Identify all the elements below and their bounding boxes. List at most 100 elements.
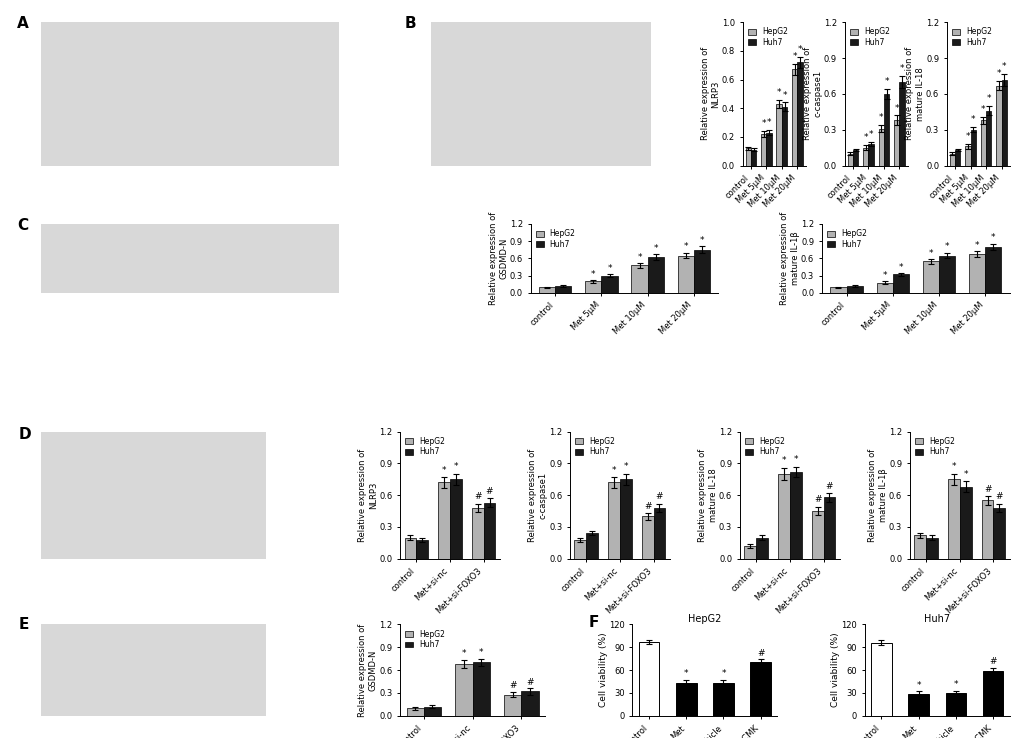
Text: *: * <box>899 64 904 73</box>
Bar <box>574 539 586 559</box>
Bar <box>750 663 770 716</box>
Text: *: * <box>878 113 882 122</box>
Bar <box>789 472 801 559</box>
Text: #: # <box>995 492 1002 501</box>
Text: *: * <box>441 466 446 475</box>
Bar <box>438 483 449 559</box>
Bar <box>607 483 620 559</box>
Text: *: * <box>915 680 920 689</box>
Bar <box>775 104 782 165</box>
Y-axis label: Relative expression of
NLRP3: Relative expression of NLRP3 <box>358 449 377 542</box>
Text: *: * <box>462 649 466 658</box>
Text: *: * <box>766 118 770 127</box>
Text: D: D <box>18 427 31 441</box>
Text: *: * <box>776 88 781 97</box>
Legend: HepG2, Huh7: HepG2, Huh7 <box>404 628 446 651</box>
Text: *: * <box>653 244 657 253</box>
Bar <box>449 479 462 559</box>
Text: B: B <box>405 16 416 32</box>
Y-axis label: Relative expression of
mature IL-18: Relative expression of mature IL-18 <box>698 449 717 542</box>
Text: *: * <box>761 120 765 128</box>
Text: *: * <box>792 52 796 61</box>
Bar <box>407 708 423 716</box>
Text: *: * <box>453 463 458 472</box>
Text: #: # <box>526 677 533 686</box>
Text: E: E <box>18 617 29 632</box>
Bar <box>985 111 990 165</box>
Text: #: # <box>756 649 763 658</box>
Y-axis label: Relative expression of
mature IL-1β: Relative expression of mature IL-1β <box>780 212 799 305</box>
Bar <box>782 107 787 165</box>
Bar <box>503 694 521 716</box>
Legend: HepG2, Huh7: HepG2, Huh7 <box>950 26 993 49</box>
Text: *: * <box>720 669 726 678</box>
Legend: HepG2, Huh7: HepG2, Huh7 <box>824 228 867 250</box>
Text: #: # <box>813 495 820 504</box>
Text: *: * <box>953 680 957 689</box>
Y-axis label: Cell viability (%): Cell viability (%) <box>830 632 839 708</box>
Bar <box>945 693 965 716</box>
Bar <box>892 275 908 293</box>
Text: #: # <box>824 481 833 491</box>
Text: *: * <box>980 105 984 114</box>
Legend: HepG2, Huh7: HepG2, Huh7 <box>913 435 956 458</box>
Text: *: * <box>683 242 687 252</box>
Bar <box>755 537 767 559</box>
Text: *: * <box>1001 62 1006 71</box>
Bar <box>601 276 616 293</box>
Bar <box>870 643 891 716</box>
Text: *: * <box>898 263 902 272</box>
Bar <box>867 144 873 165</box>
Text: F: F <box>588 615 598 630</box>
Bar <box>996 86 1001 165</box>
Text: *: * <box>623 463 628 472</box>
Legend: HepG2, Huh7: HepG2, Huh7 <box>534 228 577 250</box>
Y-axis label: Relative expression of
mature IL-18: Relative expression of mature IL-18 <box>904 47 923 140</box>
Bar <box>745 148 750 165</box>
Bar <box>947 479 959 559</box>
Bar <box>913 536 925 559</box>
Bar <box>949 154 954 165</box>
Text: *: * <box>974 241 978 249</box>
Bar <box>693 250 709 293</box>
Text: *: * <box>883 77 889 86</box>
Legend: HepG2, Huh7: HepG2, Huh7 <box>404 435 446 458</box>
Bar <box>922 261 938 293</box>
Text: #: # <box>508 681 517 690</box>
Bar <box>970 130 975 165</box>
Text: #: # <box>485 487 493 496</box>
Bar <box>993 508 1005 559</box>
Text: *: * <box>611 466 615 475</box>
Bar <box>894 120 899 165</box>
Bar <box>791 69 797 165</box>
Y-axis label: Cell viability (%): Cell viability (%) <box>598 632 607 708</box>
Bar <box>521 692 538 716</box>
Text: *: * <box>894 103 898 112</box>
Bar <box>925 537 937 559</box>
Bar <box>472 663 489 716</box>
Bar <box>455 664 472 716</box>
Text: *: * <box>684 669 688 678</box>
Bar <box>968 254 984 293</box>
Bar <box>883 94 889 165</box>
Text: #: # <box>643 502 651 511</box>
Text: *: * <box>606 264 611 273</box>
Text: *: * <box>963 470 967 479</box>
Title: HepG2: HepG2 <box>688 613 720 624</box>
Bar <box>964 146 970 165</box>
Y-axis label: Relative expression of
GSDMD-N: Relative expression of GSDMD-N <box>488 212 507 305</box>
Bar <box>631 266 647 293</box>
Text: *: * <box>797 45 802 54</box>
Bar <box>472 508 483 559</box>
Text: *: * <box>782 91 786 100</box>
Bar <box>653 508 664 559</box>
Text: *: * <box>479 648 483 657</box>
Bar <box>765 133 771 165</box>
Bar <box>677 255 693 293</box>
Text: C: C <box>17 218 28 233</box>
Text: *: * <box>944 242 949 252</box>
Text: *: * <box>793 455 797 464</box>
Text: *: * <box>781 456 786 465</box>
Bar <box>822 497 835 559</box>
Bar <box>875 283 892 293</box>
